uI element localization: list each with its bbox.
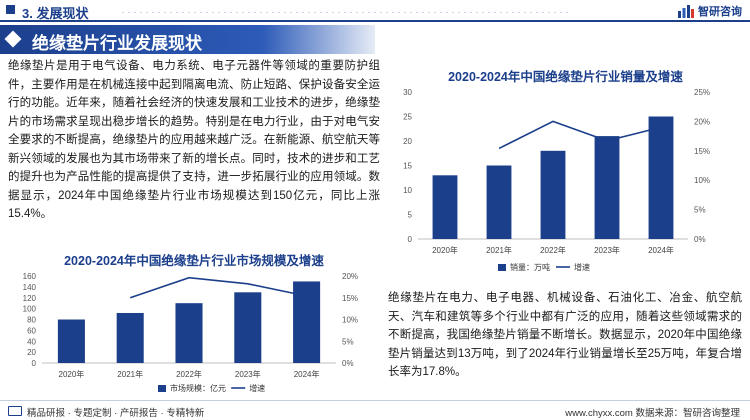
market-chart-title: 2020-2024年中国绝缘垫片行业市场规模及增速 — [64, 254, 324, 268]
legend-bar-swatch — [158, 385, 166, 392]
x-tick-label: 2023年 — [235, 369, 261, 379]
brand-logo: 智研咨询 — [678, 3, 742, 19]
y-tick-left: 40 — [27, 337, 36, 346]
y-tick-right: 20% — [342, 272, 358, 281]
header-dot-divider — [120, 11, 570, 14]
y-tick-right: 0% — [342, 359, 354, 368]
x-tick-label: 2024年 — [648, 245, 674, 255]
growth-line — [129, 276, 307, 299]
legend-bar-label: 销量：万吨 — [510, 262, 550, 272]
y-tick-right: 10% — [694, 176, 710, 185]
y-tick-right: 20% — [694, 117, 710, 126]
intro-paragraph: 绝缘垫片是用于电气设备、电力系统、电子元器件等领域的重要防护组件，主要作用是在机… — [8, 60, 380, 220]
report-icon — [8, 406, 22, 416]
bar — [486, 165, 512, 239]
y-tick-left: 20 — [27, 348, 36, 357]
legend-bar-label: 市场规模：亿元 — [170, 383, 226, 393]
y-tick-right: 10% — [342, 316, 358, 325]
bar — [234, 292, 262, 363]
x-tick-label: 2023年 — [594, 245, 620, 255]
header-rule — [0, 20, 750, 22]
y-tick-right: 25% — [694, 88, 710, 97]
top-bar: 3. 发展现状 智研咨询 — [0, 0, 750, 24]
sales-chart: 0 5 10 15 20 25 30 0% 5% 10% 15% 20% 25% 2020年 2021年 20… — [403, 88, 710, 272]
y-tick-left: 15 — [403, 162, 412, 171]
bar — [175, 303, 203, 363]
title-banner: 绝缘垫片行业发展现状 — [0, 25, 375, 54]
bar — [540, 150, 566, 239]
sales-paragraph: 绝缘垫片在电力、电子电器、机械设备、石油化工、冶金、航空航天、汽车和建筑等多个行… — [388, 292, 742, 378]
logo-icon — [678, 5, 694, 18]
bar — [432, 175, 458, 239]
y-tick-left: 100 — [23, 305, 37, 314]
y-tick-right: 5% — [342, 337, 354, 346]
x-tick-label: 2021年 — [117, 369, 143, 379]
section-marker — [6, 5, 15, 14]
x-tick-label: 2024年 — [294, 369, 320, 379]
x-tick-label: 2020年 — [59, 369, 85, 379]
y-tick-left: 30 — [403, 88, 412, 97]
footer-services: 精品研报 · 专题定制 · 产研报告 · 专精特新 — [27, 408, 205, 419]
legend-bar-swatch — [498, 264, 506, 271]
bar — [648, 116, 674, 239]
y-tick-left: 10 — [403, 186, 412, 195]
y-tick-left: 140 — [23, 283, 37, 292]
x-tick-label: 2022年 — [540, 245, 566, 255]
bar — [594, 136, 620, 239]
y-tick-left: 120 — [23, 294, 37, 303]
y-tick-left: 0 — [32, 359, 37, 368]
bar — [57, 319, 85, 363]
x-tick-label: 2022年 — [176, 369, 202, 379]
y-tick-right: 0% — [694, 235, 706, 244]
footer: 精品研报 · 专题定制 · 产研报告 · 专精特新 www.chyxx.com … — [0, 400, 750, 420]
page-title: 绝缘垫片行业发展现状 — [32, 34, 202, 53]
y-tick-left: 80 — [27, 316, 36, 325]
x-tick-label: 2020年 — [432, 245, 458, 255]
y-tick-left: 25 — [403, 113, 412, 122]
diamond-icon — [4, 30, 22, 48]
legend-line-label: 增速 — [574, 262, 590, 272]
y-tick-right: 5% — [694, 206, 706, 215]
legend-line-label: 增速 — [249, 383, 265, 393]
section-title: 3. 发展现状 — [22, 6, 89, 21]
y-tick-right: 15% — [342, 294, 358, 303]
bar — [116, 312, 144, 363]
x-tick-label: 2021年 — [486, 245, 512, 255]
y-tick-left: 0 — [408, 235, 413, 244]
footer-source: www.chyxx.com 数据来源：智研咨询整理 — [565, 408, 740, 419]
bar — [293, 281, 321, 363]
y-tick-left: 20 — [403, 137, 412, 146]
sales-chart-title: 2020-2024年中国绝缘垫片行业销量及增速 — [448, 70, 683, 84]
growth-line — [498, 120, 662, 150]
y-tick-right: 15% — [694, 147, 710, 156]
y-tick-left: 5 — [408, 211, 413, 220]
y-tick-left: 60 — [27, 326, 36, 335]
y-tick-left: 160 — [23, 272, 37, 281]
logo-text: 智研咨询 — [698, 6, 742, 18]
